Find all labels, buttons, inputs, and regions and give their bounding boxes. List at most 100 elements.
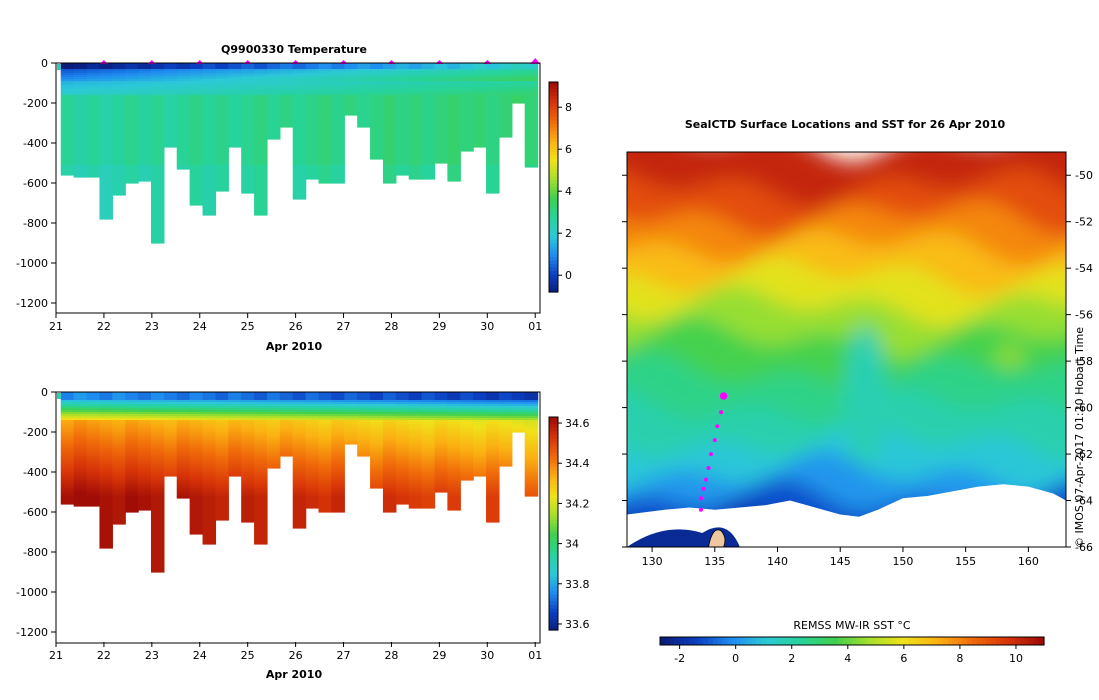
salinity-cell (163, 474, 178, 477)
temperature-cell (408, 127, 423, 130)
temperature-cell (138, 67, 152, 70)
salinity-cell (176, 444, 191, 447)
temperature-cell (189, 155, 204, 158)
temperature-cell (138, 83, 152, 86)
temperature-cell (125, 111, 139, 114)
temperature-cell (498, 99, 513, 102)
temperature-cell (151, 191, 165, 194)
salinity-cell (138, 482, 152, 485)
salinity-cell (447, 430, 461, 433)
temperature-cell (524, 139, 539, 142)
salinity-cell (266, 422, 281, 425)
temperature-cell (434, 133, 448, 136)
salinity-cell (382, 408, 397, 411)
temperature-cell (241, 187, 255, 190)
temperature-cell (60, 105, 75, 108)
salinity-cell (202, 410, 217, 413)
salinity-cell (331, 508, 345, 511)
temperature-cell (176, 133, 191, 136)
temperature-cell (318, 107, 333, 110)
salinity-cell (279, 426, 294, 429)
temperature-cell (382, 123, 397, 126)
salinity-cell (189, 476, 204, 479)
temperature-cell (318, 167, 333, 170)
salinity-cell (73, 420, 88, 423)
temperature-cell (176, 127, 191, 130)
salinity-cell (151, 454, 165, 457)
salinity-cell (305, 450, 320, 453)
salinity-cell (318, 510, 333, 513)
temperature-cell (73, 71, 88, 74)
salinity-cell (305, 490, 320, 493)
temperature-cell (279, 111, 294, 114)
salinity-cell (202, 426, 217, 429)
salinity-cell (318, 426, 333, 429)
temperature-cell (241, 67, 255, 70)
sst-colorbar-segment (784, 637, 791, 645)
salinity-cell (305, 474, 320, 477)
temperature-cell (395, 91, 410, 94)
temperature-cell (266, 137, 281, 140)
salinity-cell (112, 490, 126, 493)
salinity-cell (408, 414, 423, 417)
salinity-cell (460, 438, 474, 441)
temperature-cell (357, 75, 371, 78)
salinity-cell (73, 474, 88, 477)
salinity-cell (486, 498, 500, 501)
salinity-cell (60, 470, 75, 473)
salinity-cell (112, 460, 126, 463)
temperature-cell (473, 75, 487, 78)
salinity-cell (138, 392, 152, 395)
temperature-cell (176, 143, 191, 146)
salinity-cell (408, 418, 423, 421)
temperature-cell (292, 113, 307, 116)
salinity-cell (511, 408, 526, 411)
temperature-cell (447, 87, 461, 90)
salinity-cell (138, 452, 152, 455)
temperature-xtick-label: 21 (49, 320, 63, 333)
salinity-cell (202, 438, 217, 441)
salinity-cell (473, 410, 487, 413)
temperature-cell (318, 73, 333, 76)
salinity-cell (473, 438, 487, 441)
temperature-cell (99, 213, 113, 216)
salinity-cell (434, 412, 448, 415)
temperature-cell (486, 189, 500, 192)
salinity-cell (279, 452, 294, 455)
temperature-cell (344, 99, 358, 102)
salinity-colorbar-segment (549, 512, 558, 517)
salinity-cell (370, 442, 384, 445)
salinity-cell (60, 492, 75, 495)
temperature-cell (382, 113, 397, 116)
temperature-cell (189, 151, 204, 154)
temperature-cell (370, 133, 384, 136)
temperature-cell (241, 99, 255, 102)
temperature-cell (421, 107, 436, 110)
salinity-cell (125, 506, 139, 509)
salinity-cell (370, 432, 384, 435)
salinity-cell (189, 458, 204, 461)
temperature-cell (112, 155, 126, 158)
salinity-cell (382, 456, 397, 459)
temperature-cell (498, 89, 513, 92)
salinity-cell (279, 406, 294, 409)
temperature-cell (215, 139, 229, 142)
temperature-cell (292, 179, 307, 182)
temperature-cell (486, 169, 500, 172)
salinity-cell (357, 414, 371, 417)
salinity-colorbar-segment (549, 619, 558, 624)
temperature-cell (254, 109, 268, 112)
temperature-cell (266, 117, 281, 120)
temperature-cell (99, 103, 113, 106)
temperature-cell (447, 117, 461, 120)
salinity-cell (202, 492, 217, 495)
temperature-cell (60, 71, 75, 74)
temperature-cell (331, 89, 345, 92)
temperature-cell (318, 129, 333, 132)
temperature-cell (370, 145, 384, 148)
temperature-cell (344, 105, 358, 108)
temperature-cell (163, 121, 178, 124)
salinity-cell (228, 408, 242, 411)
temperature-cell (176, 71, 191, 74)
temperature-cell (408, 171, 423, 174)
